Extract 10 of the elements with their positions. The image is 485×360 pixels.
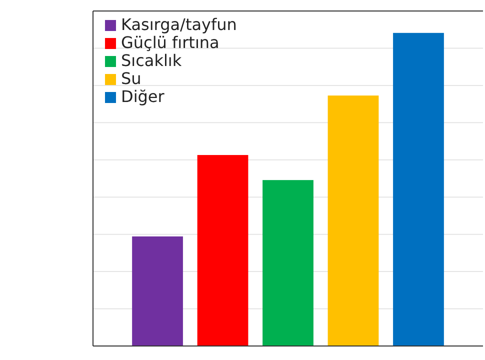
bar <box>132 236 183 346</box>
bar <box>328 96 379 346</box>
legend-label: Su <box>121 69 142 88</box>
legend-label: Diğer <box>121 87 165 106</box>
bar <box>197 155 248 346</box>
bar <box>262 180 314 346</box>
bar <box>393 32 444 346</box>
legend-label: Sıcaklık <box>121 51 182 70</box>
legend-label: Kasırga/tayfun <box>121 15 237 34</box>
legend-label: Güçlü fırtına <box>121 33 220 52</box>
